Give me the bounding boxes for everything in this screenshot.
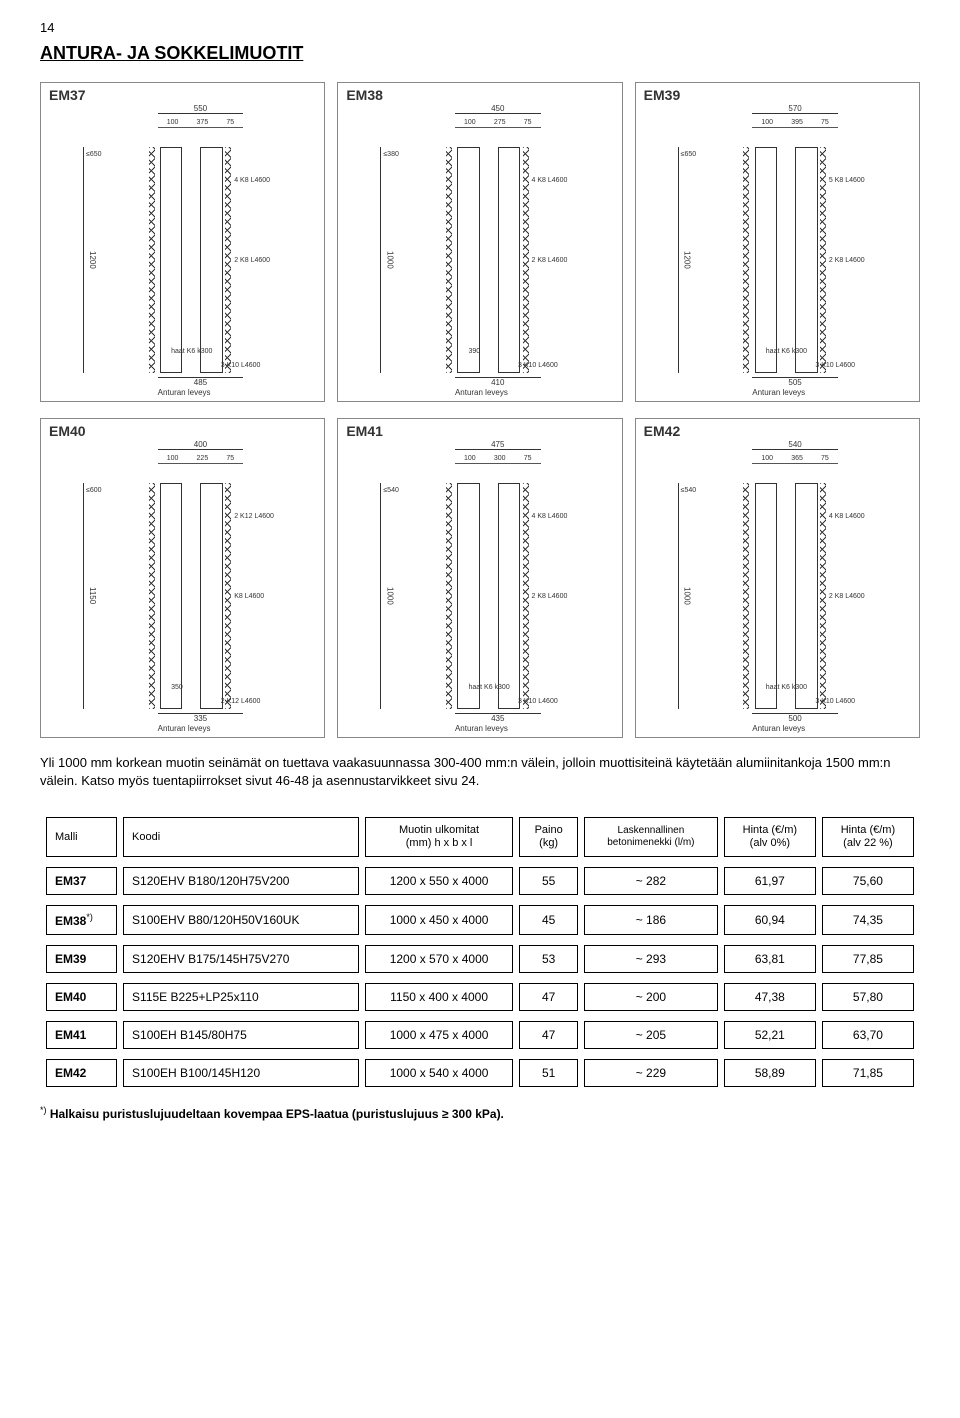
diagram-em38: EM38450100275751000≤3804 K8 L46002 K8 L4…	[337, 82, 622, 402]
cell-paino: 51	[519, 1059, 578, 1087]
cell-paino: 45	[519, 905, 578, 935]
diagram-em41: EM41475100300751000≤5404 K8 L46002 K8 L4…	[337, 418, 622, 738]
page-title: ANTURA- JA SOKKELIMUOTIT	[40, 43, 920, 64]
cell-mitat: 1200 x 570 x 4000	[365, 945, 513, 973]
cell-betoni: ~ 229	[584, 1059, 718, 1087]
cell-hinta0: 60,94	[724, 905, 816, 935]
footnote-marker: *)	[40, 1105, 47, 1115]
cell-malli: EM39	[46, 945, 117, 973]
table-row: EM41S100EH B145/80H751000 x 475 x 400047…	[46, 1021, 914, 1049]
th-hinta22-l1: Hinta (€/m)	[841, 824, 895, 836]
diagram-label: EM39	[642, 87, 683, 103]
cell-betoni: ~ 282	[584, 867, 718, 895]
cell-hinta22: 71,85	[822, 1059, 914, 1087]
table-row: EM37S120EHV B180/120H75V2001200 x 550 x …	[46, 867, 914, 895]
th-paino-l1: Paino	[535, 824, 563, 836]
th-paino-l2: (kg)	[539, 837, 558, 849]
cell-paino: 47	[519, 1021, 578, 1049]
th-hinta0-l1: Hinta (€/m)	[743, 824, 797, 836]
cell-hinta0: 61,97	[724, 867, 816, 895]
cell-hinta22: 63,70	[822, 1021, 914, 1049]
cell-koodi: S115E B225+LP25x110	[123, 983, 359, 1011]
th-mitat: Muotin ulkomitat (mm) h x b x l	[365, 817, 513, 857]
th-mitat-l1: Muotin ulkomitat	[399, 824, 479, 836]
page-number: 14	[40, 20, 920, 35]
diagram-label: EM40	[47, 423, 88, 439]
footnote-text: Halkaisu puristuslujuudeltaan kovempaa E…	[50, 1107, 504, 1121]
cell-malli: EM40	[46, 983, 117, 1011]
table-body: EM37S120EHV B180/120H75V2001200 x 550 x …	[46, 867, 914, 1087]
cell-mitat: 1000 x 475 x 4000	[365, 1021, 513, 1049]
cell-malli: EM37	[46, 867, 117, 895]
table-row: EM40S115E B225+LP25x1101150 x 400 x 4000…	[46, 983, 914, 1011]
cell-mitat: 1000 x 540 x 4000	[365, 1059, 513, 1087]
th-betoni-l2: betonimenekki (l/m)	[607, 837, 694, 848]
cell-hinta22: 57,80	[822, 983, 914, 1011]
cell-betoni: ~ 293	[584, 945, 718, 973]
table-row: EM42S100EH B100/145H1201000 x 540 x 4000…	[46, 1059, 914, 1087]
cell-paino: 53	[519, 945, 578, 973]
table-row: EM38*)S100EHV B80/120H50V160UK1000 x 450…	[46, 905, 914, 935]
th-betoni: Laskennallinen betonimenekki (l/m)	[584, 817, 718, 857]
cell-malli: EM41	[46, 1021, 117, 1049]
diagram-label: EM41	[344, 423, 385, 439]
cell-hinta22: 77,85	[822, 945, 914, 973]
diagram-em37: EM37550100375751200≤6504 K8 L46002 K8 L4…	[40, 82, 325, 402]
th-malli: Malli	[46, 817, 117, 857]
diagram-row-1: EM37550100375751200≤6504 K8 L46002 K8 L4…	[40, 82, 920, 402]
cell-hinta0: 52,21	[724, 1021, 816, 1049]
diagram-em42: EM42540100365751000≤5404 K8 L46002 K8 L4…	[635, 418, 920, 738]
diagram-em40: EM40400100225751150≤6002 K12 L4600K8 L46…	[40, 418, 325, 738]
cell-betoni: ~ 186	[584, 905, 718, 935]
th-hinta22-l2: (alv 22 %)	[843, 837, 893, 849]
cell-betoni: ~ 200	[584, 983, 718, 1011]
cell-mitat: 1000 x 450 x 4000	[365, 905, 513, 935]
cell-koodi: S100EH B145/80H75	[123, 1021, 359, 1049]
th-hinta22: Hinta (€/m) (alv 22 %)	[822, 817, 914, 857]
th-koodi: Koodi	[123, 817, 359, 857]
cell-malli: EM38*)	[46, 905, 117, 935]
diagram-label: EM42	[642, 423, 683, 439]
cell-hinta0: 58,89	[724, 1059, 816, 1087]
footnote: *) Halkaisu puristuslujuudeltaan kovempa…	[40, 1105, 920, 1121]
cell-koodi: S120EHV B175/145H75V270	[123, 945, 359, 973]
cell-mitat: 1150 x 400 x 4000	[365, 983, 513, 1011]
cell-hinta22: 75,60	[822, 867, 914, 895]
th-hinta0: Hinta (€/m) (alv 0%)	[724, 817, 816, 857]
info-paragraph: Yli 1000 mm korkean muotin seinämät on t…	[40, 754, 920, 789]
cell-paino: 55	[519, 867, 578, 895]
cell-hinta22: 74,35	[822, 905, 914, 935]
cell-mitat: 1200 x 550 x 4000	[365, 867, 513, 895]
th-hinta0-l2: (alv 0%)	[750, 837, 790, 849]
cell-hinta0: 47,38	[724, 983, 816, 1011]
th-paino: Paino (kg)	[519, 817, 578, 857]
cell-betoni: ~ 205	[584, 1021, 718, 1049]
price-table: Malli Koodi Muotin ulkomitat (mm) h x b …	[40, 807, 920, 1097]
diagram-em39: EM39570100395751200≤6505 K8 L46002 K8 L4…	[635, 82, 920, 402]
cell-koodi: S100EH B100/145H120	[123, 1059, 359, 1087]
cell-paino: 47	[519, 983, 578, 1011]
diagram-label: EM38	[344, 87, 385, 103]
cell-malli: EM42	[46, 1059, 117, 1087]
th-mitat-l2: (mm) h x b x l	[406, 837, 473, 849]
cell-hinta0: 63,81	[724, 945, 816, 973]
th-betoni-l1: Laskennallinen	[618, 825, 685, 836]
table-row: EM39S120EHV B175/145H75V2701200 x 570 x …	[46, 945, 914, 973]
diagram-row-2: EM40400100225751150≤6002 K12 L4600K8 L46…	[40, 418, 920, 738]
diagram-label: EM37	[47, 87, 88, 103]
cell-koodi: S100EHV B80/120H50V160UK	[123, 905, 359, 935]
cell-koodi: S120EHV B180/120H75V200	[123, 867, 359, 895]
